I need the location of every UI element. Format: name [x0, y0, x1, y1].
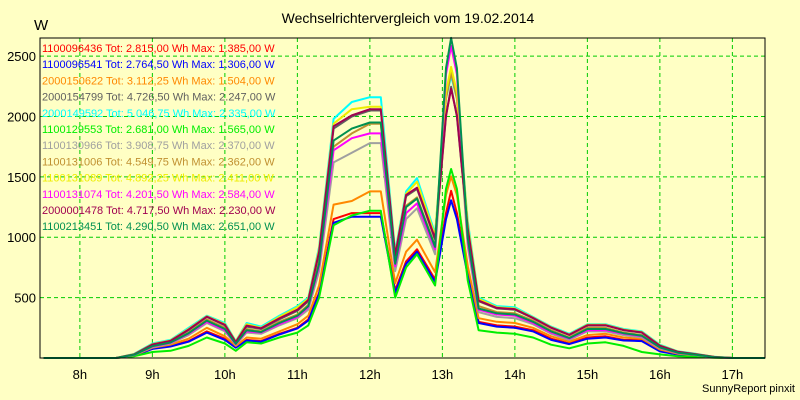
legend-entry-1100130966: 1100130966 Tot: 3.908,75 Wh Max: 2.370,0… — [42, 140, 275, 152]
y-tick-label-4: 2500 — [7, 49, 36, 64]
legend-entry-1100213451: 1100213451 Tot: 4.290,50 Wh Max: 2.651,0… — [42, 221, 275, 233]
legend-entry-2000150622: 2000150622 Tot: 3.112,25 Wh Max: 1.504,0… — [42, 75, 275, 87]
legend-entry-2000001478: 2000001478 Tot: 4.717,50 Wh Max: 2.230,0… — [42, 205, 276, 217]
series-line-2000001478 — [43, 87, 765, 359]
y-tick-label-3: 2000 — [7, 109, 36, 124]
plot-frame — [39, 37, 766, 359]
legend-entry-1100131074: 1100131074 Tot: 4.201,50 Wh Max: 2.584,0… — [42, 189, 275, 201]
x-tick-label-1: 9h — [145, 367, 159, 382]
legend-entry-1100131089: 1100131089 Tot: 4.892,25 Wh Max: 2.411,0… — [42, 173, 274, 185]
x-tick-label-8: 16h — [649, 367, 671, 382]
series-line-2000150622 — [43, 175, 765, 359]
series-line-1100096541 — [43, 199, 765, 359]
legend-entry-2000154799: 2000154799 Tot: 4.726,50 Wh Max: 2.247,0… — [42, 92, 276, 104]
x-tick-label-0: 8h — [73, 367, 87, 382]
legend-entry-1100096436: 1100096436 Tot: 2.815,00 Wh Max: 1.385,0… — [42, 43, 275, 55]
y-tick-label-1: 1000 — [7, 230, 36, 245]
x-tick-label-5: 13h — [432, 367, 454, 382]
y-tick-label-2: 1500 — [7, 170, 36, 185]
plot-background — [40, 38, 765, 358]
x-tick-label-6: 14h — [504, 367, 526, 382]
y-tick-label-0: 500 — [14, 291, 36, 306]
footer-credit: SunnyReport pinxit — [702, 383, 795, 395]
series-line-1100129553 — [43, 168, 765, 359]
x-tick-label-4: 12h — [359, 367, 381, 382]
series-line-1100213451 — [43, 36, 765, 359]
x-tick-label-7: 15h — [577, 367, 599, 382]
y-axis-unit-label: W — [34, 17, 49, 34]
x-tick-label-9: 17h — [722, 367, 744, 382]
chart-title: Wechselrichtervergleich vom 19.02.2014 — [282, 10, 535, 26]
plot-area: 500 1000 1500 2000 2500 8h 9h 10h 11h 12h 13h 14h 15… — [7, 36, 766, 382]
legend-entry-2000149592: 2000149592 Tot: 5.046,75 Wh Max: 2.335,0… — [42, 108, 276, 120]
legend-entry-1100096541: 1100096541 Tot: 2.764,50 Wh Max: 1.306,0… — [42, 59, 275, 71]
x-tick-label-2: 10h — [214, 367, 236, 382]
legend-entry-1100129553: 1100129553 Tot: 2.681,00 Wh Max: 1.565,0… — [42, 124, 275, 136]
x-tick-label-3: 11h — [287, 367, 308, 382]
legend-entry-1100131006: 1100131006 Tot: 4.549,75 Wh Max: 2.362,0… — [42, 156, 275, 168]
